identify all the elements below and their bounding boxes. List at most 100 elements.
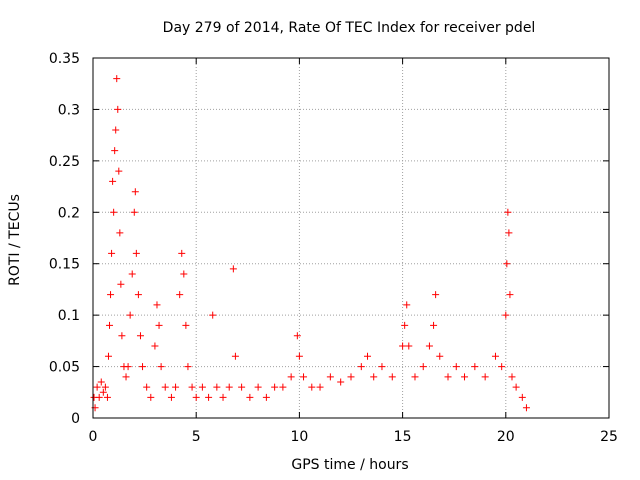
data-point <box>124 363 132 371</box>
data-point <box>118 332 126 340</box>
data-point <box>99 388 107 396</box>
data-point <box>481 373 489 381</box>
data-point <box>231 352 239 360</box>
data-point <box>111 147 119 155</box>
data-point <box>347 373 355 381</box>
data-point <box>452 363 460 371</box>
data-point <box>93 383 101 391</box>
data-point <box>147 393 155 401</box>
data-point <box>502 311 510 319</box>
data-point <box>518 393 526 401</box>
data-point <box>506 291 514 299</box>
data-point <box>106 321 114 329</box>
data-points <box>90 75 530 412</box>
x-tick-label: 25 <box>600 429 618 445</box>
y-tick-label: 0.3 <box>58 102 80 118</box>
data-point <box>279 383 287 391</box>
y-tick-label: 0 <box>71 411 80 427</box>
data-point <box>498 363 506 371</box>
x-tick-label: 0 <box>89 429 98 445</box>
y-tick-label: 0.35 <box>49 51 80 67</box>
data-point <box>151 342 159 350</box>
data-point <box>213 383 221 391</box>
data-point <box>370 373 378 381</box>
data-point <box>300 373 308 381</box>
x-tick-label: 10 <box>290 429 308 445</box>
data-point <box>522 404 530 412</box>
data-point <box>419 363 427 371</box>
data-point <box>262 393 270 401</box>
data-point <box>308 383 316 391</box>
data-point <box>143 383 151 391</box>
data-point <box>161 383 169 391</box>
data-point <box>153 301 161 309</box>
data-point <box>508 373 516 381</box>
data-point <box>139 363 147 371</box>
grid-lines <box>93 58 609 418</box>
data-point <box>107 291 115 299</box>
data-point <box>182 321 190 329</box>
data-point <box>403 301 411 309</box>
data-point <box>198 383 206 391</box>
data-point <box>184 363 192 371</box>
data-point <box>504 208 512 216</box>
data-point <box>388 373 396 381</box>
data-point <box>130 208 138 216</box>
data-point <box>192 393 200 401</box>
data-point <box>512 383 520 391</box>
data-point <box>112 126 120 134</box>
data-point <box>95 393 103 401</box>
data-point <box>357 363 365 371</box>
data-point <box>178 249 186 257</box>
y-axis-label: ROTI / TECUs <box>7 194 23 286</box>
data-point <box>337 378 345 386</box>
plot-frame <box>92 57 610 419</box>
data-point <box>326 373 334 381</box>
data-point <box>108 249 116 257</box>
data-point <box>188 383 196 391</box>
data-point <box>405 342 413 350</box>
data-point <box>110 208 118 216</box>
data-point <box>116 229 124 237</box>
data-point <box>432 291 440 299</box>
data-point <box>126 311 134 319</box>
y-tick-label: 0.2 <box>58 205 80 221</box>
data-point <box>172 383 180 391</box>
data-point <box>134 291 142 299</box>
data-point <box>114 105 122 113</box>
data-point <box>180 270 188 278</box>
y-tick-label: 0.1 <box>58 308 80 324</box>
data-point <box>122 373 130 381</box>
y-tick-label: 0.15 <box>49 257 80 273</box>
data-point <box>229 265 237 273</box>
data-point <box>503 260 511 268</box>
data-point <box>132 249 140 257</box>
y-tick-label: 0.05 <box>49 360 80 376</box>
data-point <box>471 363 479 371</box>
x-tick-label: 5 <box>192 429 201 445</box>
data-point <box>399 342 407 350</box>
data-point <box>430 321 438 329</box>
data-point <box>131 188 139 196</box>
data-point <box>209 311 217 319</box>
axis-ticks: 0 5 10 15 20 25 0 0.05 0.1 0.15 0.2 0.25 0.3 0.35 <box>49 51 618 445</box>
x-tick-label: 15 <box>394 429 412 445</box>
data-point <box>109 177 117 185</box>
data-point <box>411 373 419 381</box>
data-point <box>225 383 233 391</box>
data-point <box>271 383 279 391</box>
data-point <box>219 393 227 401</box>
data-point <box>176 291 184 299</box>
data-point <box>436 352 444 360</box>
data-point <box>238 383 246 391</box>
data-point <box>254 383 262 391</box>
data-point <box>167 393 175 401</box>
data-point <box>505 229 513 237</box>
data-point <box>97 378 105 386</box>
data-point <box>444 373 452 381</box>
data-point <box>246 393 254 401</box>
data-point <box>136 332 144 340</box>
data-point <box>425 342 433 350</box>
data-point <box>117 280 125 288</box>
